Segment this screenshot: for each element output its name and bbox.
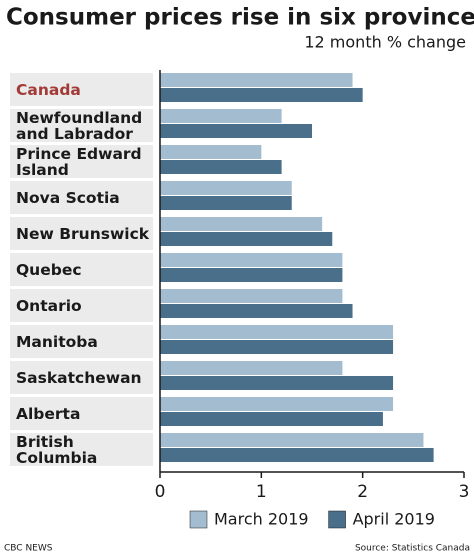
footer-left: CBC NEWS [4, 544, 53, 554]
x-tick-label: 1 [256, 482, 267, 502]
legend-label: April 2019 [353, 510, 435, 529]
category-label: Nova Scotia [10, 181, 153, 214]
bar [160, 109, 282, 123]
category-label: Ontario [10, 289, 153, 322]
category-label: Quebec [10, 253, 153, 286]
legend-label: March 2019 [214, 510, 309, 529]
bar [160, 412, 383, 426]
bar [160, 397, 394, 411]
x-tick-label: 2 [357, 482, 368, 502]
bar [160, 376, 394, 390]
bar [160, 73, 353, 87]
bar [160, 217, 323, 231]
bar [160, 325, 394, 339]
bar [160, 361, 343, 375]
chart-title: Consumer prices rise in six provinces [6, 5, 474, 31]
legend-swatch [328, 510, 346, 529]
bar [160, 160, 282, 174]
category-label: Saskatchewan [10, 361, 153, 394]
chart-subtitle: 12 month % change [304, 33, 466, 52]
bar [160, 181, 292, 195]
bar [160, 304, 353, 318]
category-label: New Brunswick [10, 217, 153, 250]
category-label: Canada [10, 73, 153, 106]
bar [160, 268, 343, 282]
category-label: Manitoba [10, 325, 153, 358]
bar [160, 289, 343, 303]
category-label: Prince Edward Island [10, 145, 153, 178]
legend-swatch [189, 510, 208, 529]
bar [160, 124, 312, 138]
bar [160, 88, 363, 102]
bar [160, 448, 434, 462]
footer-right: Source: Statistics Canada [355, 544, 470, 554]
bar [160, 340, 394, 354]
bar [160, 232, 333, 246]
category-label: Alberta [10, 397, 153, 430]
bar [160, 145, 262, 159]
category-label: British Columbia [10, 433, 153, 466]
bar [160, 433, 424, 447]
x-tick-label: 0 [155, 482, 166, 502]
bar [160, 253, 343, 267]
category-label: Newfoundland and Labrador [10, 109, 153, 142]
x-tick-label: 3 [459, 482, 470, 502]
bar [160, 196, 292, 210]
